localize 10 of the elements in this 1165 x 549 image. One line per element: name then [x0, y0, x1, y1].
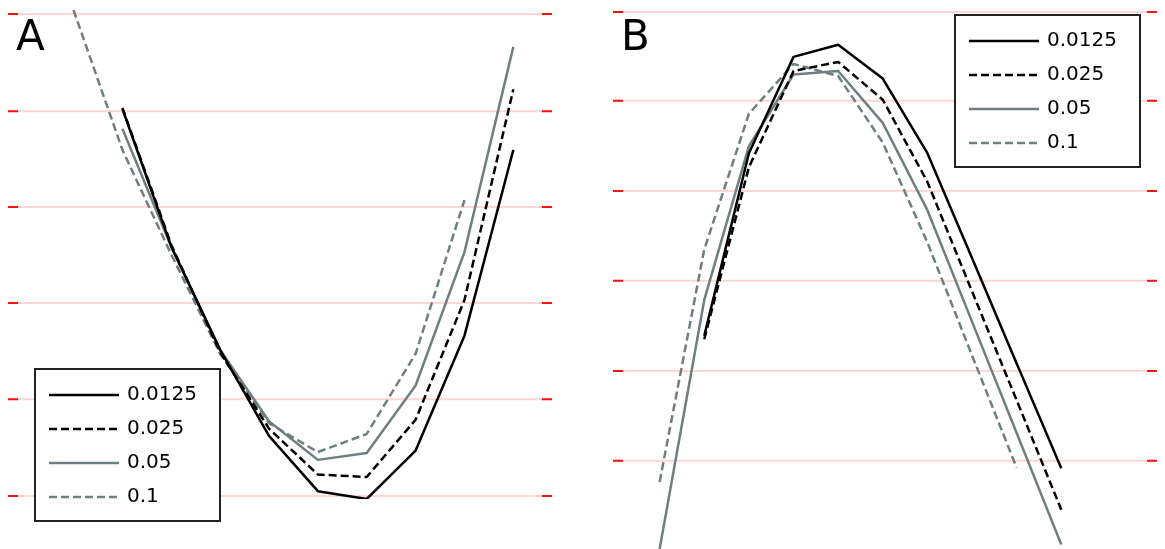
chart-title: A [16, 10, 45, 60]
legend-label: 0.025 [127, 415, 185, 440]
legend-label: 0.025 [1047, 61, 1105, 86]
legend-label: 0.0125 [1047, 27, 1117, 52]
legend-label: 0.05 [1047, 95, 1092, 120]
legend-label: 0.05 [127, 449, 172, 474]
chart-title: B [621, 10, 650, 60]
legend-label: 0.1 [127, 483, 159, 508]
legend-label: 0.0125 [127, 381, 197, 406]
legend-label: 0.1 [1047, 129, 1079, 154]
